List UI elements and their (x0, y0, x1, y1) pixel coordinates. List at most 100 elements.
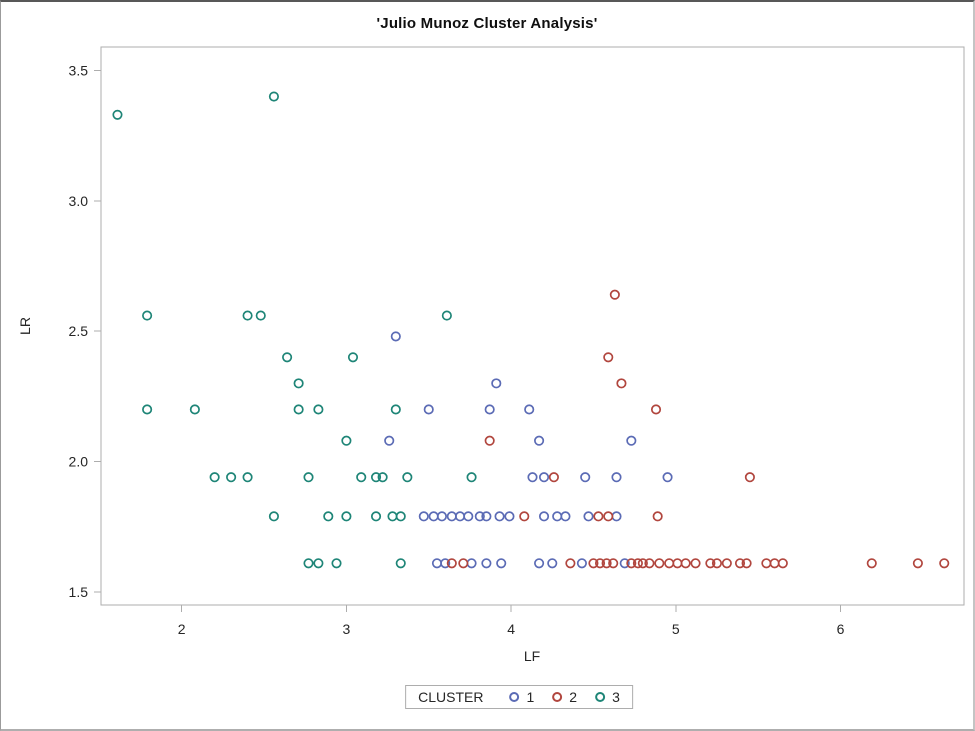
data-point-cluster-1 (446, 511, 457, 522)
cluster-3-marker-icon (595, 692, 606, 702)
y-axis-label: LR (17, 317, 33, 335)
y-tick-label: 1.5 (69, 584, 89, 600)
data-point-cluster-1 (454, 511, 466, 522)
x-axis-label: LF (523, 648, 541, 664)
data-point-cluster-2 (741, 558, 752, 569)
y-tick-label: 2.5 (69, 323, 89, 339)
data-point-cluster-1 (484, 404, 495, 415)
data-point-cluster-1 (431, 558, 443, 569)
data-point-cluster-1 (494, 511, 505, 522)
data-point-cluster-2 (637, 558, 648, 569)
data-point-cluster-1 (611, 511, 622, 522)
data-point-cluster-3 (142, 310, 153, 321)
data-point-cluster-1 (576, 558, 587, 569)
data-point-cluster-3 (387, 511, 398, 522)
data-point-cluster-3 (242, 472, 253, 483)
data-point-cluster-1 (428, 511, 439, 522)
data-point-cluster-2 (632, 558, 643, 569)
data-point-cluster-1 (538, 472, 550, 483)
data-point-cluster-1 (466, 558, 477, 569)
legend-item-cluster-1: 1 (509, 689, 534, 705)
data-point-cluster-2 (603, 352, 614, 363)
data-point-cluster-2 (601, 558, 612, 569)
data-point-cluster-2 (761, 558, 772, 569)
data-point-cluster-2 (652, 511, 663, 522)
data-point-cluster-1 (583, 511, 594, 522)
data-point-cluster-1 (534, 435, 545, 446)
data-point-cluster-2 (711, 558, 723, 569)
data-point-cluster-3 (313, 558, 324, 569)
data-point-cluster-2 (721, 558, 732, 569)
data-point-cluster-3 (242, 310, 253, 321)
data-point-cluster-2 (594, 558, 606, 569)
data-point-cluster-3 (377, 472, 388, 483)
data-point-cluster-3 (293, 404, 304, 415)
data-point-cluster-3 (226, 472, 237, 483)
data-point-cluster-2 (777, 558, 788, 569)
x-tick-label: 4 (507, 621, 515, 637)
data-point-cluster-3 (255, 310, 266, 321)
data-point-cluster-2 (458, 558, 469, 569)
data-point-cluster-2 (588, 558, 599, 569)
cluster-legend: CLUSTER 1 2 3 (405, 685, 633, 709)
data-point-cluster-3 (112, 109, 123, 120)
chart-title: 'Julio Munoz Cluster Analysis' (376, 15, 598, 32)
x-tick-label: 3 (342, 621, 350, 637)
data-point-cluster-1 (384, 435, 395, 446)
data-point-cluster-3 (395, 558, 406, 569)
data-point-cluster-3 (142, 404, 153, 415)
data-point-cluster-2 (654, 558, 665, 569)
data-point-cluster-2 (484, 435, 495, 446)
data-point-cluster-1 (662, 472, 673, 483)
y-tick-label: 3.0 (69, 193, 89, 209)
data-point-cluster-1 (423, 404, 434, 415)
data-point-cluster-1 (534, 558, 545, 569)
data-point-cluster-3 (441, 310, 452, 321)
data-point-cluster-2 (608, 558, 619, 569)
x-tick-label: 2 (178, 621, 186, 637)
data-point-cluster-2 (644, 558, 655, 569)
data-point-cluster-3 (395, 511, 406, 522)
data-point-cluster-1 (390, 331, 401, 342)
data-point-cluster-3 (356, 472, 367, 483)
data-point-cluster-1 (504, 511, 515, 522)
data-point-cluster-2 (672, 558, 683, 569)
data-point-cluster-3 (282, 352, 293, 363)
data-point-cluster-3 (303, 472, 314, 483)
data-point-cluster-1 (611, 472, 622, 483)
data-point-cluster-2 (548, 472, 559, 483)
data-point-cluster-2 (565, 558, 576, 569)
data-point-cluster-1 (440, 558, 451, 569)
data-point-cluster-2 (690, 558, 701, 569)
data-point-cluster-3 (341, 511, 352, 522)
data-point-cluster-2 (593, 511, 604, 522)
legend-title: CLUSTER (418, 689, 484, 705)
data-point-cluster-2 (616, 378, 627, 389)
data-point-cluster-2 (912, 558, 923, 569)
x-tick-label: 5 (672, 621, 680, 637)
data-point-cluster-1 (436, 511, 447, 522)
data-point-cluster-1 (538, 511, 550, 522)
legend-item-label: 2 (569, 689, 578, 705)
data-point-cluster-3 (209, 472, 220, 483)
data-point-cluster-2 (680, 558, 691, 569)
data-point-cluster-1 (496, 558, 507, 569)
cluster-2-marker-icon (552, 692, 563, 702)
data-point-cluster-2 (939, 558, 950, 569)
data-point-cluster-1 (491, 378, 502, 389)
data-point-cluster-2 (705, 558, 716, 569)
data-point-cluster-2 (744, 472, 755, 483)
data-point-cluster-3 (370, 511, 382, 522)
data-point-cluster-2 (734, 558, 746, 569)
data-point-cluster-1 (527, 472, 538, 483)
data-point-cluster-3 (303, 558, 314, 569)
data-point-cluster-2 (609, 289, 620, 300)
data-point-cluster-1 (552, 511, 563, 522)
data-point-cluster-3 (189, 404, 200, 415)
data-point-cluster-3 (390, 404, 401, 415)
data-point-cluster-3 (268, 511, 279, 522)
data-point-cluster-2 (519, 511, 530, 522)
data-point-cluster-1 (560, 511, 571, 522)
legend-item-label: 3 (612, 689, 620, 705)
